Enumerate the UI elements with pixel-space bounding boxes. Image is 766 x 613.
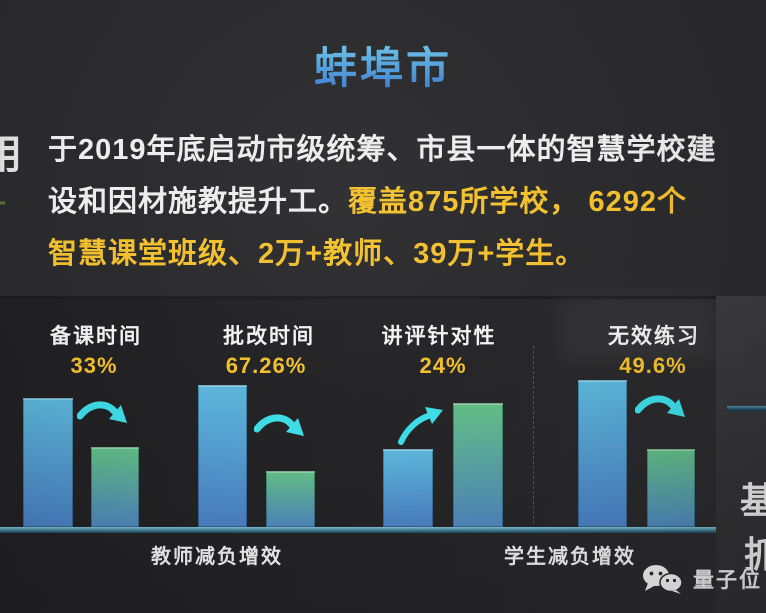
group-value-prep-time: 33% [70, 353, 118, 378]
bar-after [647, 449, 695, 527]
chart-baseline [0, 527, 716, 533]
bar-before [198, 385, 247, 527]
decrease-arrow-icon [635, 395, 685, 417]
section-divider-line [533, 346, 534, 524]
bar-before [578, 380, 627, 527]
bar-after [453, 403, 503, 527]
intro-line-2-text: 设和因材施教提升工。 [48, 186, 349, 218]
bar-before [383, 449, 433, 527]
group-value-ineffective-practice: 49.6% [619, 353, 687, 378]
group-label-review-targeting: 讲评针对性 [381, 325, 497, 348]
intro-text: 于2019年底启动市级统筹、市县一体的智慧学校建 设和因材施教提升工。覆盖875… [48, 124, 728, 280]
increase-arrow-icon [398, 407, 443, 445]
group-label-grading-time: 批改时间 [223, 325, 315, 348]
axis-section-teacher: 教师减负增效 [151, 546, 283, 568]
intro-line-1-text: 于2019年底启动市级统筹、市县一体的智慧学校建 [48, 134, 717, 166]
bar-before [23, 398, 73, 527]
right-edge-clipped-char-top: 基 [740, 480, 766, 521]
watermark-label: 量子位 [693, 569, 762, 592]
right-edge-clipped-char-bottom: 抓 [744, 534, 766, 575]
bar-after [91, 447, 139, 527]
adjacent-panel-strip [716, 296, 766, 613]
left-edge-clipped-char-small: 针 [0, 182, 6, 226]
axis-section-student: 学生减负增效 [504, 546, 636, 568]
right-edge-clipped-line [727, 406, 766, 411]
group-label-ineffective-practice: 无效练习 [608, 325, 700, 348]
intro-line-3: 智慧课堂班级、2万+教师、39万+学生。 [48, 228, 728, 280]
decrease-arrow-icon [77, 401, 127, 423]
watermark: 量子位 [641, 563, 762, 595]
page-title: 蚌埠市 [314, 34, 452, 96]
wechat-icon [643, 565, 683, 594]
bar-after [266, 471, 315, 527]
left-edge-clipped-char: 用 [0, 133, 22, 177]
intro-line-2: 设和因材施教提升工。覆盖875所学校， 6292个 [48, 176, 728, 228]
decrease-arrow-icon [254, 414, 304, 436]
intro-line-3-highlight: 智慧课堂班级、2万+教师、39万+学生。 [48, 238, 586, 270]
intro-line-1: 于2019年底启动市级统筹、市县一体的智慧学校建 [48, 124, 728, 176]
intro-line-2-highlight: 覆盖875所学校， 6292个 [348, 186, 687, 218]
group-value-review-targeting: 24% [419, 353, 467, 378]
group-label-prep-time: 备课时间 [50, 325, 142, 348]
group-value-grading-time: 67.26% [225, 353, 307, 378]
